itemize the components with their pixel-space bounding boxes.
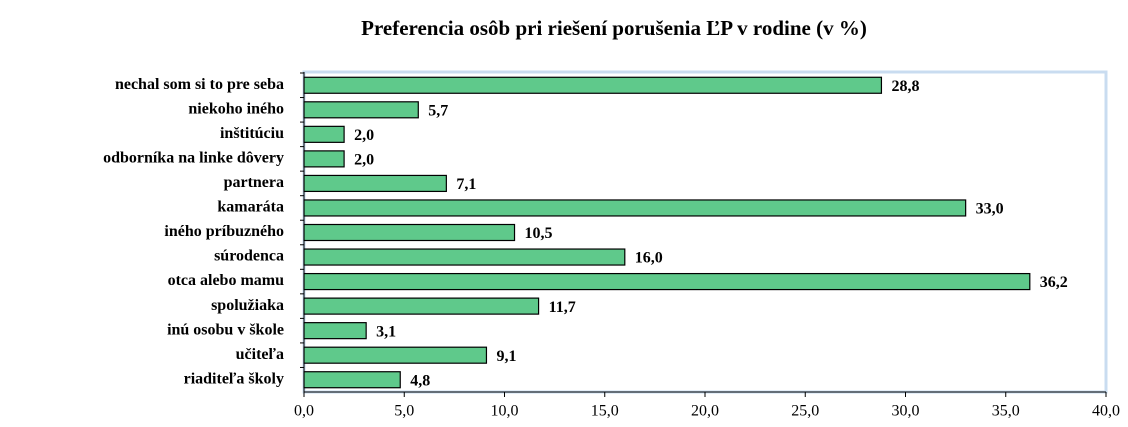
y-tick-label: otca alebo mamu [168, 272, 285, 289]
value-label: 28,8 [891, 78, 919, 95]
value-label: 7,1 [456, 176, 476, 193]
y-tick-label: nechal som si to pre seba [115, 76, 284, 93]
y-tick-label: niekoho iného [188, 100, 284, 117]
x-tick-label: 40,0 [1092, 403, 1120, 420]
y-tick-label: kamaráta [217, 199, 284, 216]
bar [303, 101, 419, 119]
bar [303, 371, 401, 389]
x-tick-label: 20,0 [691, 403, 719, 420]
bar [303, 248, 626, 266]
y-tick-label: partnera [224, 174, 284, 191]
y-tick-label: riaditeľa školy [184, 370, 284, 387]
value-label: 16,0 [635, 250, 663, 267]
y-tick-label: odborníka na linke dôvery [103, 150, 284, 167]
y-tick-label: iného príbuzného [164, 223, 284, 240]
value-label: 3,1 [376, 323, 396, 340]
value-label: 2,0 [354, 127, 374, 144]
y-tick-label: súrodenca [214, 248, 284, 265]
chart-title: Preferencia osôb pri riešení porušenia Ľ… [361, 16, 867, 40]
bar [303, 346, 488, 364]
bar [303, 174, 447, 193]
bar [303, 223, 516, 242]
bar [303, 297, 540, 315]
bar [303, 76, 883, 94]
x-tick-label: 15,0 [591, 403, 619, 420]
y-tick-label: inštitúciu [220, 125, 284, 142]
bar [303, 150, 345, 168]
value-label: 11,7 [549, 299, 576, 316]
y-tick-label: spolužiaka [211, 297, 284, 314]
value-label: 36,2 [1040, 274, 1068, 291]
bar [303, 125, 345, 143]
bar [303, 272, 1031, 291]
x-tick-label: 30,0 [892, 403, 920, 420]
value-label: 9,1 [496, 348, 516, 365]
y-tick-label: učiteľa [236, 346, 284, 363]
x-tick-label: 25,0 [791, 403, 819, 420]
x-tick-label: 35,0 [992, 403, 1020, 420]
x-tick-label: 0,0 [294, 403, 314, 420]
bar [303, 199, 967, 217]
bar [303, 322, 367, 340]
y-tick-label: inú osobu v škole [167, 321, 284, 338]
value-label: 2,0 [354, 152, 374, 169]
value-label: 4,8 [410, 372, 430, 389]
value-label: 33,0 [976, 201, 1004, 218]
x-tick-label: 5,0 [394, 403, 414, 420]
value-label: 5,7 [428, 102, 448, 119]
x-tick-label: 10,0 [491, 403, 519, 420]
value-label: 10,5 [525, 225, 553, 242]
